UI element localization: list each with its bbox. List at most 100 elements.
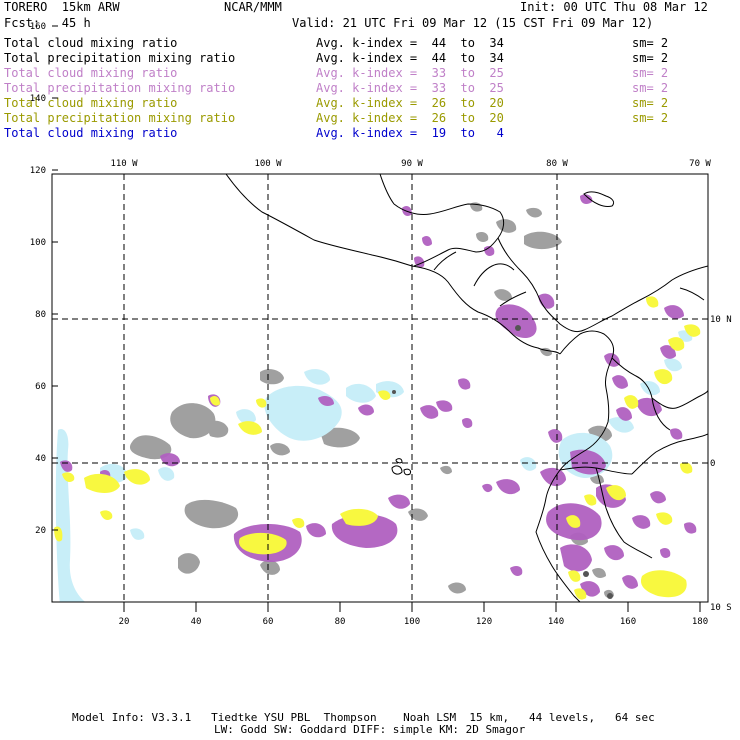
yellow-precip-area — [640, 570, 687, 598]
y-grid-label: 40 — [35, 454, 46, 464]
gray-cloud-area — [476, 232, 489, 242]
yellow-precip-area — [256, 398, 267, 408]
central-america-border-2 — [473, 263, 515, 287]
caribbean-coast — [497, 237, 708, 333]
x-grid-label: 180 — [692, 617, 708, 627]
purple-precip-area — [388, 494, 410, 509]
axis-ticks — [52, 25, 701, 612]
legend-field: Total cloud mixing ratio — [4, 126, 178, 140]
purple-precip-area — [540, 467, 566, 487]
dark-spot — [515, 325, 521, 331]
yellow-precip-area — [584, 494, 597, 506]
lightblue-cloud-area — [640, 381, 660, 396]
yellow-precip-area — [568, 570, 581, 582]
yellow-precip-area — [566, 515, 581, 528]
yucatan-coast — [379, 174, 505, 267]
x-grid-label: 100 — [404, 617, 420, 627]
x-grid-label: 160 — [620, 617, 636, 627]
purple-precip-area — [660, 345, 676, 359]
purple-precip-area — [318, 396, 334, 406]
x-grid-labels: 2040608010012014016018020022024026028030… — [119, 617, 709, 627]
yellow-precip-area — [378, 390, 391, 400]
model-info: Model Info: V3.3.1 Tiedtke YSU PBL Thomp… — [72, 711, 655, 724]
legend-sm: sm= 2 — [632, 81, 669, 95]
purple-precip-area — [462, 418, 473, 428]
purple-precip-area — [622, 575, 638, 589]
purple-precip-area — [670, 428, 683, 440]
legend-field: Total precipitation mixing ratio — [4, 111, 236, 125]
gray-cloud-areas — [129, 202, 614, 599]
purple-precip-area — [358, 404, 374, 416]
x-grid-label: 60 — [263, 617, 274, 627]
gray-cloud-area — [592, 568, 606, 578]
dark-spot — [583, 571, 589, 577]
purple-precip-area — [422, 236, 432, 246]
plot-frame — [51, 173, 709, 603]
forecast-hour: Fcst: 45 h — [4, 16, 91, 30]
central-america-border-1 — [433, 251, 457, 271]
purple-precip-area — [616, 407, 632, 421]
yellow-precip-area — [654, 369, 673, 385]
purple-precip-area — [306, 523, 326, 538]
legend-range: Avg. k-index = 44 to 34 — [316, 51, 504, 65]
y-grid-label: 100 — [30, 238, 46, 248]
latlon-grid — [52, 174, 708, 602]
purple-precip-area — [612, 375, 628, 389]
purple-precip-areas — [60, 194, 697, 597]
legend-sm: sm= 2 — [632, 36, 669, 50]
yellow-precip-areas — [54, 296, 701, 600]
dark-spots — [392, 325, 613, 599]
yellow-precip-area — [606, 485, 626, 501]
lon-label-80w: 80 W — [546, 159, 568, 169]
purple-precip-area — [482, 483, 493, 493]
yellow-precip-area — [292, 518, 305, 528]
purple-precip-area — [560, 544, 592, 572]
purple-precip-area — [458, 378, 471, 390]
x-grid-label: 40 — [191, 617, 202, 627]
legend-field: Total precipitation mixing ratio — [4, 51, 236, 65]
dark-spot — [607, 593, 613, 599]
lightblue-cloud-area — [608, 417, 634, 433]
venezuela-coast — [651, 389, 708, 409]
lightblue-cloud-area — [664, 358, 682, 372]
gray-cloud-area — [184, 499, 239, 529]
purple-precip-area — [160, 453, 180, 467]
purple-precip-area — [420, 405, 439, 419]
gray-cloud-area — [270, 443, 290, 456]
yellow-precip-area — [668, 337, 685, 351]
caribbean-islands — [583, 191, 615, 207]
y-grid-label: 20 — [35, 526, 46, 536]
lon-labels: 110 W 100 W 90 W 80 W 70 W — [110, 159, 711, 169]
valid-time: Valid: 21 UTC Fri 09 Mar 12 (15 CST Fri … — [292, 16, 654, 30]
x-grid-label: 80 — [335, 617, 346, 627]
gray-cloud-area — [170, 403, 216, 439]
lightblue-cloud-area — [236, 409, 256, 425]
lightblue-cloud-area — [130, 528, 145, 540]
gray-cloud-area — [408, 508, 428, 521]
lat-labels: 10 N 0 10 S — [710, 315, 732, 613]
yellow-precip-area — [624, 395, 639, 409]
model-title: TORERO 15km ARW — [4, 0, 120, 14]
gray-cloud-area — [524, 231, 562, 250]
yellow-precip-area — [210, 396, 220, 406]
gray-cloud-area — [526, 207, 542, 218]
gray-cloud-area — [448, 582, 466, 594]
yellow-precip-area — [680, 462, 693, 474]
lon-label-110w: 110 W — [110, 159, 138, 169]
dark-spot — [392, 390, 396, 394]
galapagos-2 — [403, 468, 411, 476]
legend-field: Total cloud mixing ratio — [4, 96, 178, 110]
lightblue-cloud-area — [158, 467, 175, 481]
purple-precip-area — [538, 293, 555, 309]
purple-precip-area — [510, 566, 523, 576]
legend-field: Total precipitation mixing ratio — [4, 81, 236, 95]
purple-precip-area — [650, 491, 666, 504]
brazil-border — [631, 433, 708, 475]
legend-sm: sm= 2 — [632, 111, 669, 125]
lat-label-0: 0 — [710, 459, 715, 469]
y-grid-label: 160 — [30, 22, 46, 32]
galapagos-1 — [391, 465, 403, 475]
purple-precip-area — [604, 353, 620, 367]
colombia-venezuela-border — [611, 357, 653, 399]
legend-sm: sm= 2 — [632, 96, 669, 110]
